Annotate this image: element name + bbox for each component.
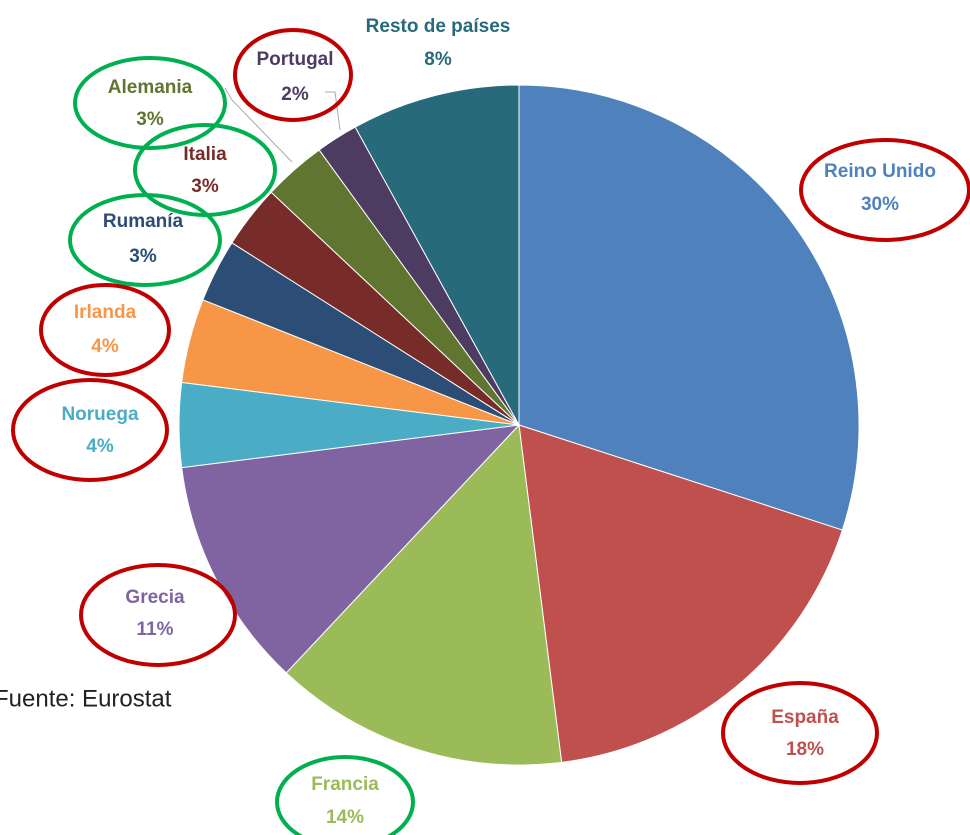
value-label: 14% [326, 807, 364, 828]
slice-label: Reino Unido [824, 161, 936, 182]
slice-label: España [771, 707, 839, 728]
highlight-ring [799, 138, 970, 242]
value-label: 18% [786, 739, 824, 760]
highlight-ring [133, 123, 277, 217]
leader-line [224, 87, 293, 163]
leader-line [325, 91, 341, 131]
highlight-ring [275, 755, 415, 835]
slice-label: Noruega [61, 404, 139, 425]
value-label: 8% [424, 49, 452, 70]
pie-slice [518, 84, 860, 531]
value-label: 3% [136, 109, 164, 130]
slice-label: Irlanda [74, 302, 137, 323]
pie-slice [354, 84, 520, 426]
slice-label: Portugal [256, 49, 333, 70]
highlight-ring [233, 28, 353, 122]
slice-label: Italia [183, 144, 227, 165]
pie [178, 84, 860, 766]
slice-label: Francia [311, 774, 379, 795]
value-label: 11% [137, 619, 174, 640]
value-label: 3% [191, 176, 219, 197]
highlight-ring [68, 193, 222, 287]
highlight-ring [79, 563, 237, 667]
highlight-ring [73, 56, 227, 150]
value-label: 2% [281, 84, 309, 105]
value-label: 4% [91, 336, 119, 357]
highlight-ring [11, 378, 169, 482]
value-label: 3% [129, 246, 157, 267]
value-label: 30% [861, 194, 899, 215]
source-note: Fuente: Eurostat [0, 685, 172, 712]
slice-label: Grecia [125, 587, 185, 608]
slice-label: Resto de países [366, 16, 511, 37]
pie-slice [285, 423, 563, 766]
highlight-ring [39, 283, 171, 377]
pie-slice [518, 424, 843, 763]
highlight-ring [721, 681, 879, 785]
pie-slice [181, 424, 521, 674]
value-label: 4% [86, 436, 114, 457]
slice-label: Rumanía [103, 211, 184, 232]
slice-label: Alemania [108, 77, 193, 98]
